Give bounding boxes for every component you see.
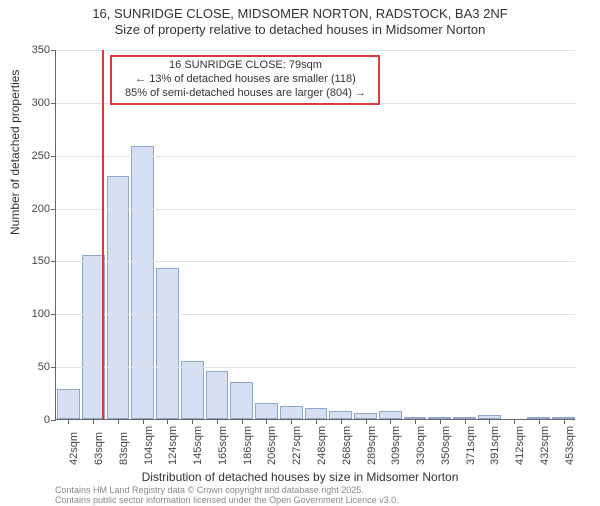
x-tick-label: 104sqm	[143, 426, 155, 465]
x-tick-label: 391sqm	[489, 426, 501, 465]
histogram-bar	[255, 403, 278, 419]
callout-line2: ← 13% of detached houses are smaller (11…	[116, 73, 374, 87]
footer-line-2: Contains public sector information licen…	[55, 496, 399, 506]
y-tick-label: 200	[32, 203, 56, 215]
property-callout: 16 SUNRIDGE CLOSE: 79sqm← 13% of detache…	[110, 55, 380, 104]
x-tick-mark	[93, 419, 94, 424]
y-tick-label: 300	[32, 97, 56, 109]
x-tick-mark	[291, 419, 292, 424]
x-tick-mark	[415, 419, 416, 424]
x-tick-label: 165sqm	[217, 426, 229, 465]
x-tick-mark	[366, 419, 367, 424]
x-tick-mark	[390, 419, 391, 424]
x-tick-label: 42sqm	[68, 432, 80, 465]
x-tick-mark	[68, 419, 69, 424]
y-tick-label: 250	[32, 150, 56, 162]
x-tick-label: 330sqm	[415, 426, 427, 465]
histogram-bar	[379, 411, 402, 419]
title-line-1: 16, SUNRIDGE CLOSE, MIDSOMER NORTON, RAD…	[0, 6, 600, 22]
x-tick-mark	[143, 419, 144, 424]
x-tick-mark	[440, 419, 441, 424]
x-axis-title: Distribution of detached houses by size …	[0, 470, 600, 484]
histogram-bar	[206, 371, 229, 419]
histogram-plot-area: 05010015020025030035042sqm63sqm83sqm104s…	[55, 50, 575, 420]
x-tick-label: 248sqm	[316, 426, 328, 465]
y-axis-title: Number of detached properties	[8, 70, 22, 235]
histogram-bar	[181, 361, 204, 419]
x-tick-mark	[242, 419, 243, 424]
x-tick-mark	[316, 419, 317, 424]
x-tick-mark	[564, 419, 565, 424]
x-tick-label: 124sqm	[167, 426, 179, 465]
gridline	[56, 261, 575, 262]
x-tick-label: 412sqm	[514, 426, 526, 465]
x-tick-mark	[539, 419, 540, 424]
gridline	[56, 314, 575, 315]
y-tick-label: 0	[44, 414, 56, 426]
attribution-footer: Contains HM Land Registry data © Crown c…	[55, 486, 399, 506]
gridline	[56, 367, 575, 368]
x-tick-mark	[217, 419, 218, 424]
histogram-bar	[230, 382, 253, 419]
x-tick-mark	[266, 419, 267, 424]
y-tick-label: 100	[32, 308, 56, 320]
x-tick-label: 186sqm	[242, 426, 254, 465]
histogram-bar	[329, 411, 352, 419]
y-tick-label: 150	[32, 255, 56, 267]
title-line-2: Size of property relative to detached ho…	[0, 22, 600, 38]
callout-line1: 16 SUNRIDGE CLOSE: 79sqm	[116, 59, 374, 73]
x-tick-label: 289sqm	[366, 426, 378, 465]
histogram-bars-layer	[56, 50, 575, 419]
y-tick-label: 350	[32, 44, 56, 56]
histogram-bar	[131, 146, 154, 419]
x-tick-mark	[192, 419, 193, 424]
x-tick-label: 206sqm	[266, 426, 278, 465]
x-tick-label: 309sqm	[390, 426, 402, 465]
x-tick-label: 83sqm	[118, 432, 130, 465]
x-tick-label: 371sqm	[465, 426, 477, 465]
chart-title-block: 16, SUNRIDGE CLOSE, MIDSOMER NORTON, RAD…	[0, 0, 600, 39]
x-tick-label: 63sqm	[93, 432, 105, 465]
x-tick-label: 453sqm	[564, 426, 576, 465]
x-tick-label: 145sqm	[192, 426, 204, 465]
x-tick-label: 432sqm	[539, 426, 551, 465]
histogram-bar	[280, 406, 303, 419]
gridline	[56, 50, 575, 51]
histogram-bar	[305, 408, 328, 419]
x-tick-mark	[341, 419, 342, 424]
x-tick-label: 350sqm	[440, 426, 452, 465]
gridline	[56, 209, 575, 210]
callout-line3: 85% of semi-detached houses are larger (…	[116, 87, 374, 101]
property-marker-line	[102, 50, 104, 419]
histogram-bar	[107, 176, 130, 419]
x-tick-mark	[465, 419, 466, 424]
gridline	[56, 156, 575, 157]
x-tick-mark	[167, 419, 168, 424]
x-tick-mark	[118, 419, 119, 424]
x-tick-mark	[489, 419, 490, 424]
histogram-bar	[57, 389, 80, 419]
x-tick-label: 227sqm	[291, 426, 303, 465]
histogram-bar	[156, 268, 179, 419]
x-tick-label: 268sqm	[341, 426, 353, 465]
y-tick-label: 50	[38, 361, 56, 373]
x-tick-mark	[514, 419, 515, 424]
